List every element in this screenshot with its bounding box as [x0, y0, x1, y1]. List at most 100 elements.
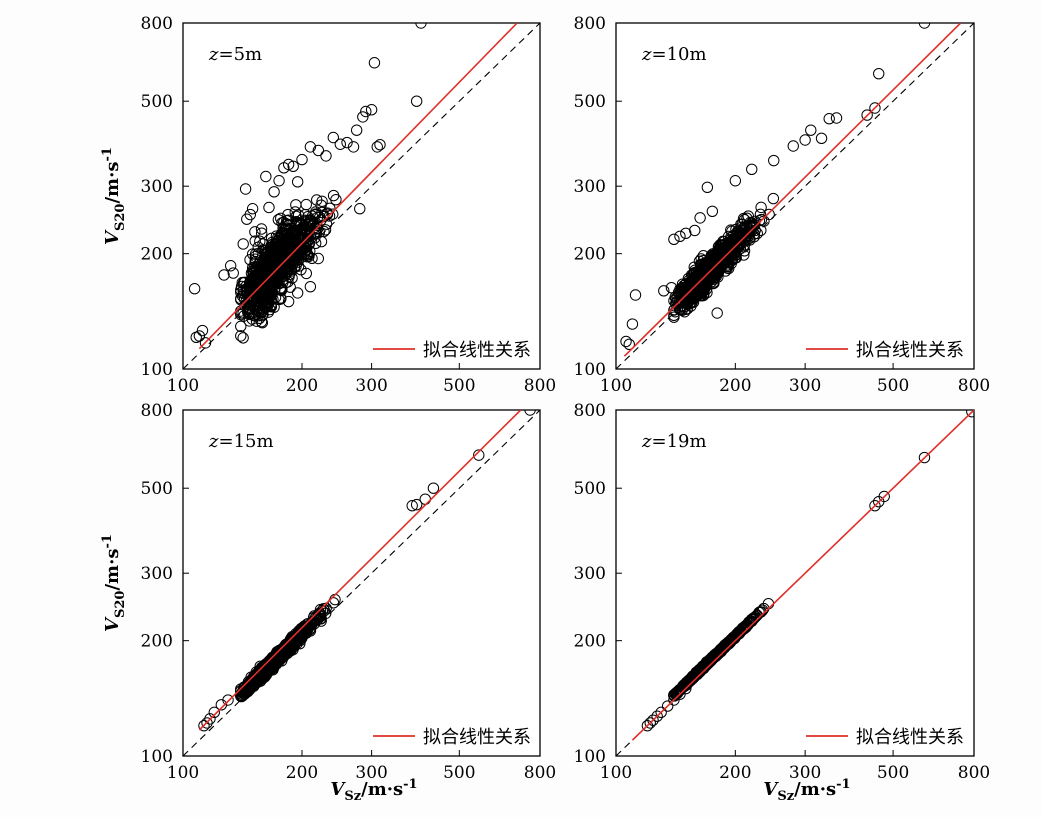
data-point	[350, 124, 363, 136]
x-axis-title-left: VSz/m·s-1	[330, 777, 417, 804]
data-point	[314, 603, 327, 616]
data-point	[199, 337, 212, 349]
y-tick-label: 200	[574, 245, 606, 265]
data-point	[680, 303, 692, 316]
legend-label: 拟合线性关系	[423, 727, 531, 748]
data-point	[830, 112, 843, 124]
legend-box	[794, 331, 969, 363]
data-point	[787, 140, 799, 152]
x-tick-label: 100	[167, 376, 199, 396]
x-tick-label: 300	[789, 376, 821, 396]
data-point	[427, 482, 440, 494]
data-point	[473, 449, 485, 461]
data-point	[415, 23, 427, 29]
data-point	[709, 271, 721, 284]
x-axis-title-right-part: Sz	[777, 789, 794, 804]
data-point	[668, 233, 680, 246]
data-point	[767, 192, 780, 205]
data-point	[255, 223, 268, 235]
data-point	[661, 700, 674, 712]
data-point	[711, 307, 723, 319]
data-point	[204, 713, 216, 725]
data-point	[675, 286, 688, 299]
data-point	[218, 269, 230, 281]
data-point	[706, 264, 719, 276]
panel-4: 100 200 300 500 800 100 200 300 500 800 z=19m 拟合线性关…	[574, 401, 991, 783]
data-point	[878, 490, 890, 503]
data-point	[193, 330, 206, 342]
y-tick-label: 200	[574, 632, 606, 652]
x-tick-label: 800	[958, 376, 990, 396]
data-point	[680, 682, 692, 695]
data-point	[188, 283, 201, 295]
panel-label: z=5m	[208, 44, 262, 65]
data-point	[873, 67, 885, 80]
x-tick-label: 200	[286, 763, 318, 783]
data-point	[755, 201, 767, 214]
y-tick-label: 800	[574, 14, 606, 34]
x-tick-label: 200	[719, 376, 751, 396]
x-axis-title-left-part: Sz	[344, 789, 361, 804]
data-point	[299, 208, 312, 221]
y-axis-title-bottom-part: -1	[100, 534, 115, 548]
y-tick-label: 500	[141, 479, 173, 499]
data-point	[815, 132, 828, 145]
data-point	[312, 252, 325, 265]
data-point	[729, 175, 742, 187]
data-point	[255, 315, 268, 328]
x-tick-label: 100	[600, 763, 632, 783]
data-point	[287, 160, 299, 173]
data-point	[327, 189, 340, 202]
y-tick-label: 100	[141, 360, 173, 380]
data-point	[299, 627, 311, 639]
x-tick-label: 500	[443, 376, 475, 396]
data-point	[726, 237, 738, 249]
data-point	[315, 615, 327, 627]
data-point	[651, 710, 663, 722]
data-point	[674, 230, 686, 243]
data-point	[244, 208, 257, 221]
x-tick-label: 500	[877, 376, 909, 396]
data-point	[658, 285, 670, 297]
data-point	[284, 260, 296, 273]
data-point	[239, 183, 252, 195]
x-tick-label: 200	[719, 763, 751, 783]
y-axis-title-top-part: -1	[100, 147, 115, 161]
data-point	[311, 194, 323, 206]
data-point	[918, 451, 931, 464]
y-tick-label: 300	[141, 564, 173, 584]
data-point	[738, 249, 750, 261]
y-tick-label: 300	[574, 177, 606, 197]
data-point	[869, 500, 881, 512]
data-point	[252, 241, 264, 253]
data-point	[265, 280, 277, 293]
data-point	[690, 280, 702, 293]
data-point	[306, 252, 318, 265]
panel-label-var: z	[641, 44, 652, 65]
data-point	[721, 260, 734, 273]
y-tick-label: 500	[574, 92, 606, 112]
reference-line	[183, 23, 540, 369]
data-point	[248, 274, 260, 287]
data-point	[201, 717, 213, 729]
y-tick-label: 100	[574, 360, 606, 380]
data-point	[235, 685, 247, 697]
data-point	[334, 138, 347, 150]
data-point	[227, 267, 239, 279]
data-point	[739, 234, 751, 247]
data-point	[360, 105, 372, 118]
y-axis-title-top: VS20/m·s-1	[100, 147, 128, 245]
legend-label: 拟合线性关系	[856, 727, 964, 748]
data-point	[237, 238, 249, 250]
data-point	[296, 153, 308, 166]
data-point	[745, 222, 757, 234]
data-point	[291, 287, 304, 299]
data-point	[235, 320, 247, 333]
data-point	[291, 176, 304, 188]
y-tick-label: 200	[141, 632, 173, 652]
data-point	[701, 181, 714, 194]
data-point	[256, 317, 269, 329]
data-point	[715, 253, 728, 265]
